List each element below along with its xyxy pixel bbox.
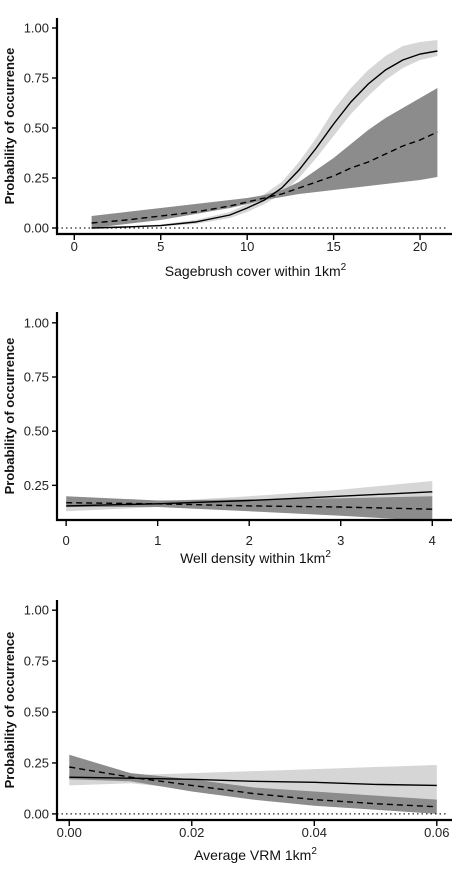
panel-3-y-tick-label: 0.75 [24,654,49,669]
panel-3-x-tick-label: 0.02 [179,825,204,840]
panel-1-x-tick-label: 10 [240,239,254,254]
panel-3-fit-line-solid [69,776,437,787]
panel-2-x-tick-label: 4 [429,533,436,548]
panel-1-y-tick-label: 0.25 [24,171,49,186]
panel-1-y-axis-title: Probability of occurrence [2,48,17,205]
panel-1-ci-band-2 [91,88,438,228]
panel-2-y-tick-label: 1.00 [24,315,49,330]
panel-1-y-tick-label: 0.75 [24,71,49,86]
panel-3-x-tick-label: 0.00 [57,825,82,840]
panel-1-x-tick-label: 20 [413,239,427,254]
panel-2-y-axis-title: Probability of occurrence [2,338,17,495]
panel-3-chart: 0.00 0.25 0.50 0.75 1.00 0.00 0.02 0.04 0.06 Aver… [2,600,452,863]
panel-2-fit-line-dashed [66,502,433,510]
panel-3-x-tick-label: 0.06 [424,825,449,840]
panel-1-fit-line-solid [91,50,438,229]
panel-3-ci-band-1 [69,765,437,802]
panel-3-y-tick-label: 1.00 [24,603,49,618]
panel-2-x-tick-label: 1 [154,533,161,548]
panel-2-x-tick-label: 2 [246,533,253,548]
panel-2-chart: 0.25 0.50 0.75 1.00 0 1 2 3 4 Well density within… [2,312,452,566]
panel-2-y-tick-label: 0.75 [24,370,49,385]
panel-3-y-tick-label: 0.25 [24,755,49,770]
panel-1-y-tick-label: 0.50 [24,121,49,136]
panel-1-fit-line-dashed [91,131,438,224]
panel-3-x-tick-label: 0.04 [302,825,327,840]
panel-3-y-tick-label: 0.00 [24,806,49,821]
panel-2-x-axis-title: Well density within 1km2 [180,549,331,566]
panel-3-x-axis-title: Average VRM 1km2 [194,846,317,863]
panel-1-x-tick-label: 0 [71,239,78,254]
panel-2-y-tick-label: 0.25 [24,478,49,493]
panel-3-fit-line-dashed [69,766,437,808]
panel-2-ci-band-2 [66,496,433,522]
panel-3-ci-band-2 [69,754,437,814]
panel-1-y-tick-label: 0.00 [24,221,49,236]
panel-3-y-axis-title: Probability of occurrence [2,632,17,789]
panel-2-y-tick-label: 0.50 [24,424,49,439]
panel-2-x-tick-label: 3 [337,533,344,548]
panel-1-ci-band-1 [91,40,438,228]
panel-1-x-tick-label: 5 [157,239,164,254]
panel-1-chart: 0.00 0.25 0.50 0.75 1.00 0 5 10 15 20 Sagebrush co… [2,18,452,279]
panel-1-y-tick-label: 1.00 [24,21,49,36]
panel-2-fit-line-solid [66,491,433,507]
panel-3-y-tick-label: 0.50 [24,705,49,720]
panel-2-x-tick-label: 0 [63,533,70,548]
panel-1-x-tick-label: 15 [326,239,340,254]
panel-1-x-axis-title: Sagebrush cover within 1km2 [165,262,347,279]
